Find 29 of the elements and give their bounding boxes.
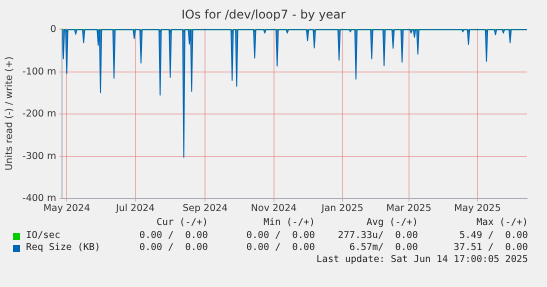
text: 0.00 / 0.00 (246, 230, 315, 241)
text: Min (-/+) (264, 217, 315, 228)
text: 37.51 / 0.00 (454, 242, 528, 253)
text: 6.57m/ 0.00 (349, 242, 418, 253)
y-tick-label: -400 m (22, 193, 56, 204)
y-tick-label: -200 m (22, 108, 56, 120)
text: 0.00 / 0.00 (139, 230, 208, 241)
y-tick-label: -300 m (22, 150, 56, 162)
x-tick-label: Jan 2025 (320, 202, 364, 214)
text: Avg (-/+) (366, 217, 418, 228)
x-tick-label: Jul 2024 (115, 202, 155, 214)
legend-label: Req Size (KB) (26, 242, 100, 253)
text: Last update: Sat Jun 14 17:00:05 2025 (316, 254, 528, 265)
legend-label: IO/sec (26, 230, 60, 241)
x-tick-label: Nov 2024 (250, 202, 297, 214)
x-tick-label: May 2024 (43, 202, 90, 214)
x-tick-label: Sep 2024 (182, 202, 228, 214)
y-tick-label: -100 m (22, 66, 56, 78)
text: 5.49 / 0.00 (459, 230, 528, 241)
y-tick-label: 0 (50, 24, 56, 36)
text: 0.00 / 0.00 (139, 242, 208, 253)
y-axis-title: Units read (-) / write (+) (4, 56, 16, 171)
text: 0.00 / 0.00 (246, 242, 315, 253)
x-tick-label: May 2025 (454, 202, 501, 214)
text: Cur (-/+) (156, 217, 208, 228)
text: Max (-/+) (476, 217, 528, 228)
chart-title: IOs for /dev/loop7 - by year (181, 7, 346, 22)
x-tick-label: Mar 2025 (386, 202, 432, 214)
text: 277.33u/ 0.00 (338, 230, 418, 241)
